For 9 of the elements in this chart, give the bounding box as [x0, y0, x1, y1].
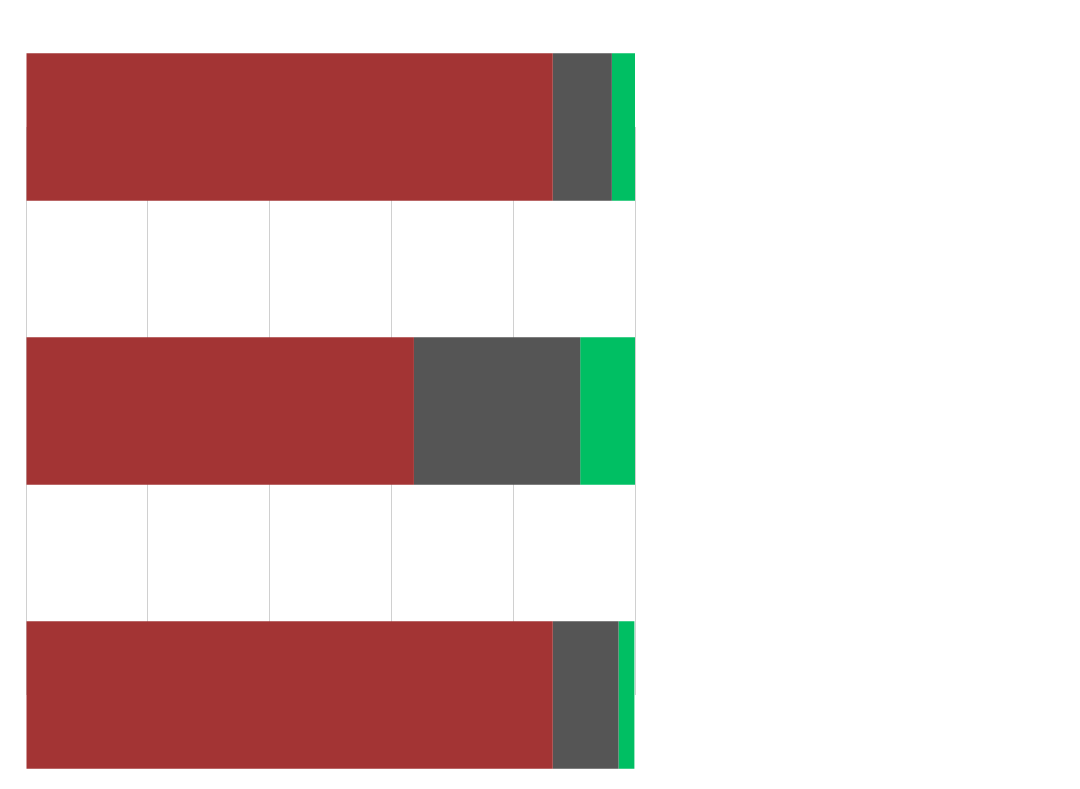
bar	[618, 621, 635, 769]
bar	[413, 337, 581, 485]
bar	[552, 53, 612, 201]
bar	[26, 337, 414, 485]
bar	[26, 53, 553, 201]
bar	[26, 621, 553, 769]
bar	[580, 337, 635, 485]
bar	[611, 53, 635, 201]
bar	[552, 621, 619, 769]
